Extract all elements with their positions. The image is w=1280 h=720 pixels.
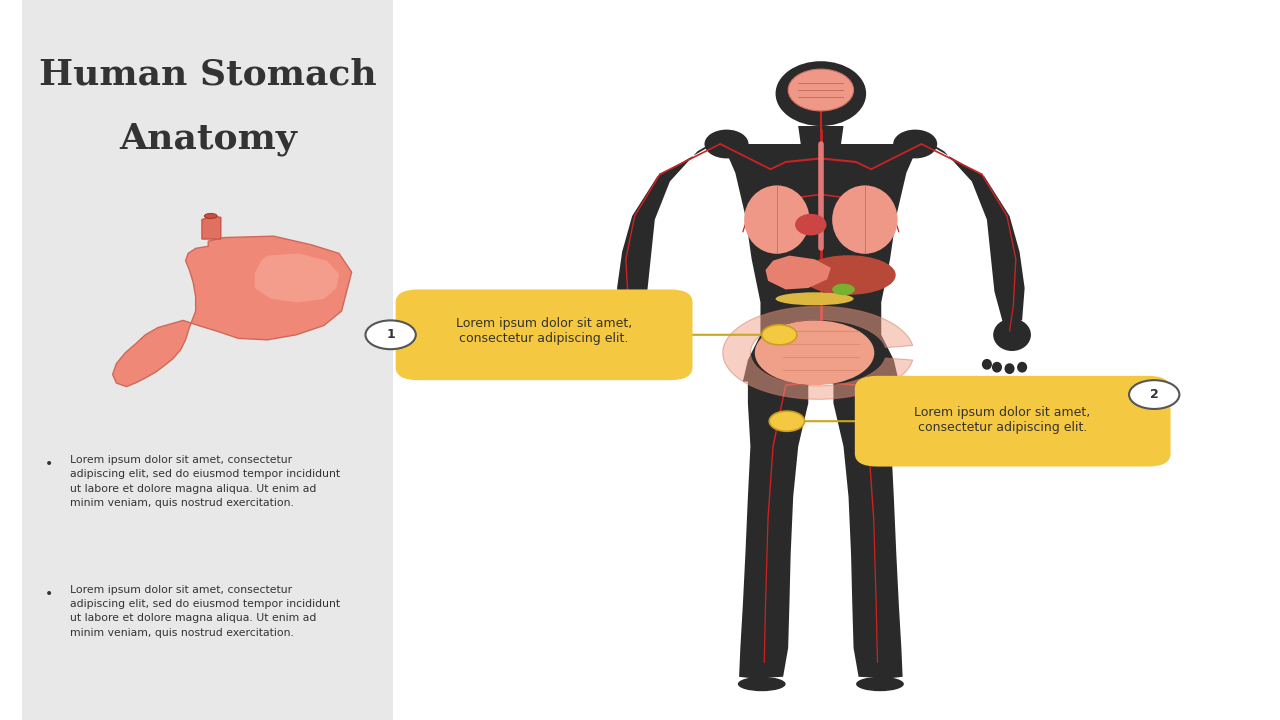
Polygon shape bbox=[799, 126, 844, 144]
Ellipse shape bbox=[627, 364, 637, 374]
Ellipse shape bbox=[640, 362, 650, 373]
Ellipse shape bbox=[614, 362, 625, 373]
Ellipse shape bbox=[1005, 364, 1015, 374]
FancyBboxPatch shape bbox=[396, 289, 692, 380]
Ellipse shape bbox=[704, 130, 749, 158]
Ellipse shape bbox=[744, 186, 809, 254]
FancyBboxPatch shape bbox=[855, 376, 1170, 467]
Ellipse shape bbox=[801, 256, 896, 295]
Ellipse shape bbox=[795, 214, 827, 235]
Ellipse shape bbox=[755, 320, 874, 385]
Text: •: • bbox=[45, 457, 52, 471]
Ellipse shape bbox=[611, 318, 649, 351]
Circle shape bbox=[1129, 380, 1179, 409]
Text: 1: 1 bbox=[387, 328, 396, 341]
Ellipse shape bbox=[776, 61, 867, 126]
Circle shape bbox=[366, 320, 416, 349]
Ellipse shape bbox=[832, 284, 855, 295]
Polygon shape bbox=[906, 130, 1024, 324]
Ellipse shape bbox=[650, 359, 659, 370]
Polygon shape bbox=[617, 130, 735, 324]
Polygon shape bbox=[723, 144, 919, 382]
Text: 2: 2 bbox=[1149, 388, 1158, 401]
Text: Anatomy: Anatomy bbox=[119, 122, 297, 156]
Ellipse shape bbox=[982, 359, 992, 370]
Polygon shape bbox=[723, 306, 913, 400]
Circle shape bbox=[769, 411, 805, 431]
FancyBboxPatch shape bbox=[22, 0, 393, 720]
Polygon shape bbox=[833, 380, 902, 678]
Polygon shape bbox=[765, 256, 831, 289]
Polygon shape bbox=[202, 216, 221, 239]
Polygon shape bbox=[255, 253, 339, 302]
Ellipse shape bbox=[788, 69, 854, 111]
Text: Lorem ipsum dolor sit amet, consectetur
adipiscing elit, sed do eiusmod tempor i: Lorem ipsum dolor sit amet, consectetur … bbox=[70, 585, 340, 638]
Text: Lorem ipsum dolor sit amet,
consectetur adipiscing elit.: Lorem ipsum dolor sit amet, consectetur … bbox=[456, 318, 632, 345]
Circle shape bbox=[762, 325, 797, 345]
Polygon shape bbox=[739, 380, 808, 678]
Ellipse shape bbox=[205, 214, 218, 219]
Ellipse shape bbox=[737, 677, 786, 691]
Ellipse shape bbox=[893, 130, 937, 158]
Ellipse shape bbox=[993, 318, 1030, 351]
Text: •: • bbox=[45, 587, 52, 600]
Ellipse shape bbox=[856, 677, 904, 691]
Ellipse shape bbox=[992, 362, 1002, 373]
Text: Lorem ipsum dolor sit amet,
consectetur adipiscing elit.: Lorem ipsum dolor sit amet, consectetur … bbox=[914, 406, 1091, 433]
Ellipse shape bbox=[1018, 362, 1027, 373]
Text: Lorem ipsum dolor sit amet, consectetur
adipiscing elit, sed do eiusmod tempor i: Lorem ipsum dolor sit amet, consectetur … bbox=[70, 455, 340, 508]
Polygon shape bbox=[113, 236, 352, 387]
Ellipse shape bbox=[776, 292, 854, 305]
Text: Human Stomach: Human Stomach bbox=[40, 58, 378, 91]
Ellipse shape bbox=[832, 186, 897, 254]
